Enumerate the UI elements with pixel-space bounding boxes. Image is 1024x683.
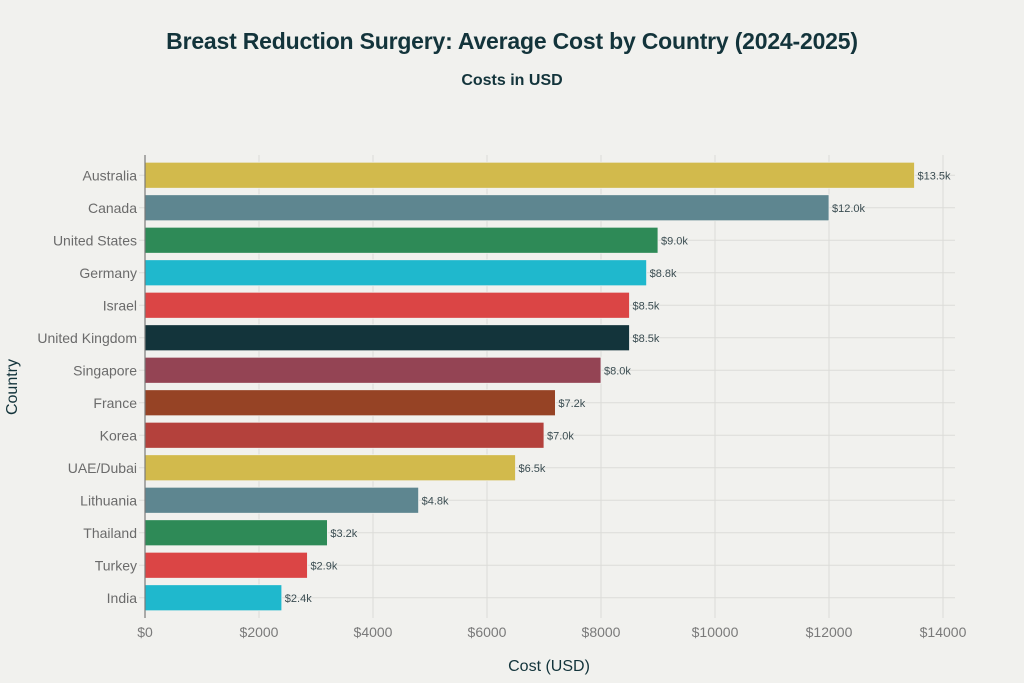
y-tick-label: Australia	[83, 167, 138, 183]
data-label: $7.2k	[558, 398, 585, 410]
data-label: $4.8k	[422, 495, 449, 507]
data-label: $3.2k	[330, 528, 357, 540]
y-tick-label: Lithuania	[80, 492, 137, 508]
bar-united-states	[144, 226, 659, 254]
x-tick-label: $4000	[354, 624, 393, 640]
data-label: $2.4k	[285, 593, 312, 605]
y-tick-label: United States	[53, 232, 137, 248]
y-tick-label: Israel	[103, 297, 137, 313]
bar-singapore	[144, 356, 602, 384]
data-label: $8.0k	[604, 365, 631, 377]
y-tick-label: Germany	[79, 265, 137, 281]
bar-korea	[144, 421, 545, 449]
bar-thailand	[144, 519, 328, 547]
bar-lithuania	[144, 486, 420, 514]
y-tick-label: UAE/Dubai	[68, 460, 137, 476]
data-label: $12.0k	[832, 203, 866, 215]
y-tick-label: India	[107, 590, 138, 606]
bar-uae-dubai	[144, 454, 516, 482]
y-axis: Australia Canada United States Germany Israe…	[37, 155, 146, 618]
y-tick-label: Canada	[88, 200, 137, 216]
y-tick-label: Korea	[100, 427, 138, 443]
x-tick-label: $12000	[806, 624, 853, 640]
x-tick-label: $14000	[920, 624, 967, 640]
gridlines	[139, 155, 955, 618]
x-tick-label: $0	[137, 624, 153, 640]
bar-india	[144, 584, 283, 612]
chart-subtitle: Costs in USD	[461, 72, 563, 89]
data-label: $8.5k	[633, 300, 660, 312]
x-tick-label: $8000	[582, 624, 621, 640]
y-tick-label: United Kingdom	[37, 330, 137, 346]
bar-france	[144, 389, 556, 417]
bars: $13.5k $12.0k $9.0k $8.8k $8.5k $8.5k $8.0k $7.…	[144, 161, 952, 612]
bar-turkey	[144, 551, 308, 579]
data-label: $8.8k	[650, 268, 677, 280]
chart-title: Breast Reduction Surgery: Average Cost b…	[166, 28, 858, 54]
x-axis: $0 $2000 $4000 $6000 $8000 $10000 $12000 $14000	[137, 624, 966, 640]
y-tick-label: Singapore	[73, 362, 137, 378]
x-tick-label: $6000	[468, 624, 507, 640]
bar-australia	[144, 161, 915, 189]
x-axis-title: Cost (USD)	[508, 658, 590, 675]
y-tick-label: Thailand	[83, 525, 137, 541]
bar-germany	[144, 259, 648, 287]
data-label: $6.5k	[519, 463, 546, 475]
data-label: $2.9k	[310, 560, 337, 572]
data-label: $8.5k	[633, 333, 660, 345]
y-tick-label: France	[93, 395, 137, 411]
bar-canada	[144, 194, 830, 222]
x-tick-label: $2000	[240, 624, 279, 640]
y-tick-label: Turkey	[95, 557, 137, 573]
data-label: $9.0k	[661, 235, 688, 247]
x-tick-label: $10000	[692, 624, 739, 640]
data-label: $13.5k	[918, 170, 952, 182]
bar-israel	[144, 291, 630, 319]
bar-united-kingdom	[144, 324, 630, 352]
y-axis-title: Country	[4, 359, 21, 415]
data-label: $7.0k	[547, 430, 574, 442]
